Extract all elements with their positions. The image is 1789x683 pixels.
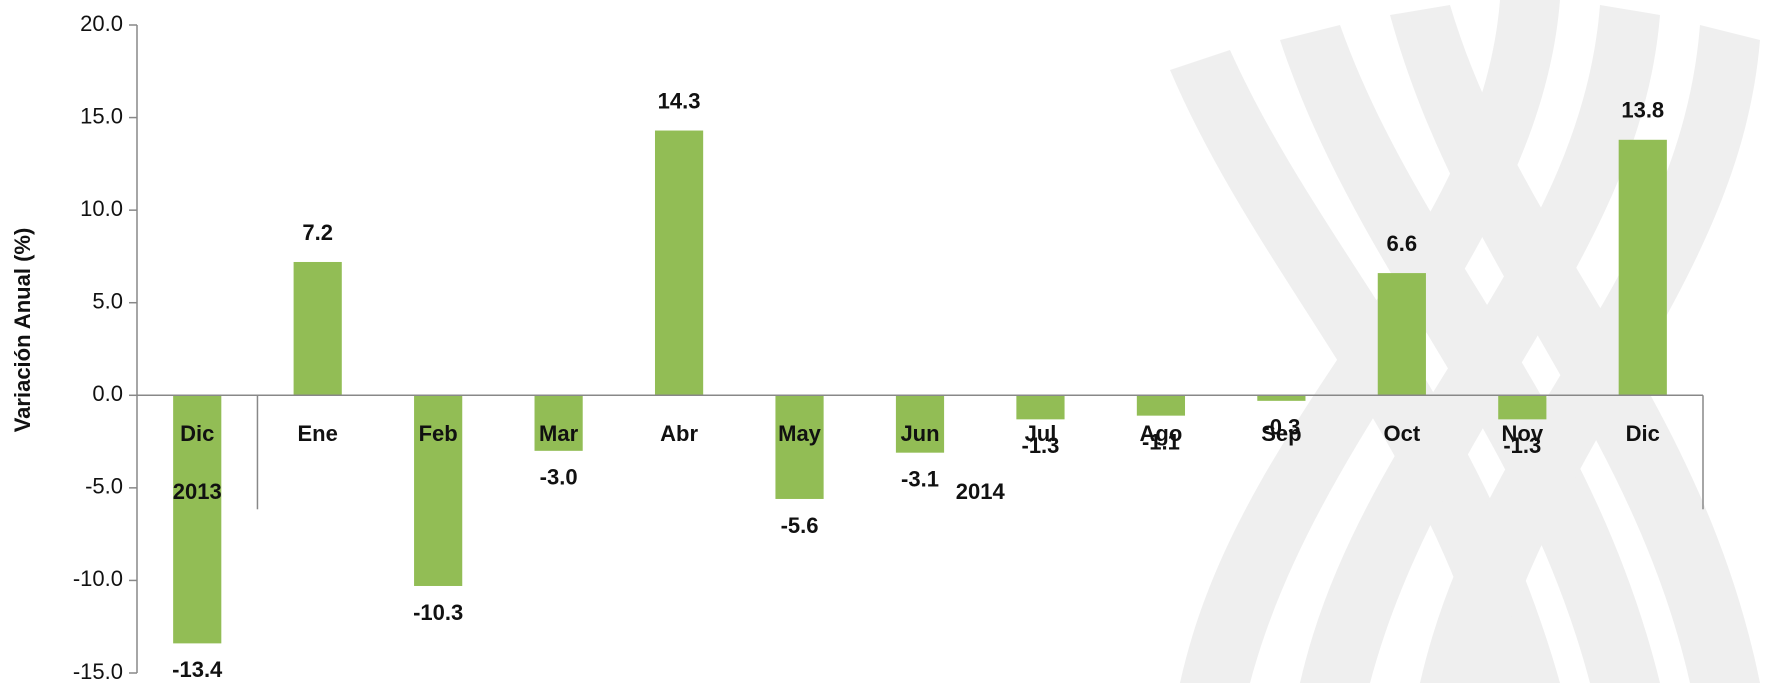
x-tick-label: Sep <box>1261 421 1301 446</box>
y-tick-label: 10.0 <box>80 196 123 221</box>
value-label: 14.3 <box>658 88 701 113</box>
bar <box>654 130 704 396</box>
bar <box>293 261 342 396</box>
y-tick-label: -10.0 <box>73 566 123 591</box>
group-label: 2014 <box>956 479 1006 504</box>
value-label: -13.4 <box>172 657 223 682</box>
group-label: 2013 <box>173 479 222 504</box>
x-tick-label: Jun <box>900 421 939 446</box>
bar <box>173 395 222 644</box>
bar <box>1377 273 1426 396</box>
x-tick-label: Abr <box>660 421 698 446</box>
y-tick-label: -15.0 <box>73 659 123 683</box>
bar <box>1618 139 1667 396</box>
bar <box>414 395 463 586</box>
bar <box>1498 395 1547 420</box>
bar <box>534 395 583 451</box>
bar <box>1016 395 1065 420</box>
y-tick-label: 0.0 <box>92 381 123 406</box>
value-label: 13.8 <box>1621 98 1664 123</box>
value-label: -3.0 <box>540 465 578 490</box>
x-tick-label: Oct <box>1384 421 1421 446</box>
x-tick-label: Nov <box>1502 421 1544 446</box>
y-tick-label: 5.0 <box>92 289 123 314</box>
x-tick-label: Jul <box>1025 421 1057 446</box>
x-tick-label: Dic <box>180 421 214 446</box>
bar <box>895 395 945 453</box>
x-tick-label: Feb <box>419 421 458 446</box>
y-tick-label: 20.0 <box>80 11 123 36</box>
x-tick-label: Dic <box>1626 421 1660 446</box>
x-tick-label: Ene <box>298 421 338 446</box>
value-label: 7.2 <box>302 220 333 245</box>
value-label: -0.3 <box>1262 415 1300 440</box>
value-label: -3.1 <box>901 466 939 491</box>
value-label: -1.3 <box>1022 433 1060 458</box>
bar <box>1257 395 1306 401</box>
value-label: -10.3 <box>413 600 463 625</box>
bar <box>1136 395 1186 416</box>
x-tick-label: Ago <box>1140 421 1183 446</box>
value-label: -1.1 <box>1142 429 1180 454</box>
y-tick-label: 15.0 <box>80 103 123 128</box>
bar <box>775 395 824 499</box>
value-label: 6.6 <box>1387 231 1418 256</box>
y-axis-label: Variación Anual (%) <box>10 228 35 433</box>
x-tick-label: Mar <box>539 421 579 446</box>
y-tick-label: -5.0 <box>85 474 123 499</box>
value-label: -1.3 <box>1503 433 1541 458</box>
x-tick-label: May <box>778 421 822 446</box>
value-label: -5.6 <box>781 513 819 538</box>
watermark <box>1170 0 1760 683</box>
